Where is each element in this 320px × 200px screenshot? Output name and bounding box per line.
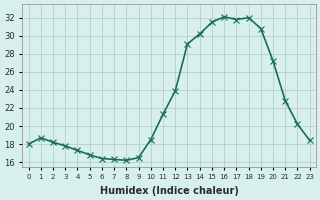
X-axis label: Humidex (Indice chaleur): Humidex (Indice chaleur)	[100, 186, 239, 196]
